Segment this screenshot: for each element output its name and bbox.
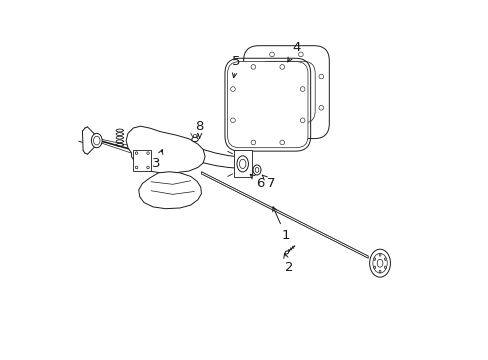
Ellipse shape <box>93 136 100 145</box>
Text: 4: 4 <box>287 41 300 62</box>
Ellipse shape <box>279 140 284 145</box>
Ellipse shape <box>230 87 235 91</box>
Ellipse shape <box>237 156 248 172</box>
Text: 7: 7 <box>262 175 275 190</box>
Ellipse shape <box>239 159 245 168</box>
Ellipse shape <box>91 134 102 148</box>
Text: 1: 1 <box>272 207 289 242</box>
Ellipse shape <box>135 166 138 169</box>
Ellipse shape <box>269 127 274 132</box>
Ellipse shape <box>230 118 235 123</box>
FancyBboxPatch shape <box>243 46 328 139</box>
Ellipse shape <box>373 258 375 260</box>
Ellipse shape <box>279 64 284 69</box>
Polygon shape <box>139 172 201 209</box>
Ellipse shape <box>300 87 305 91</box>
Text: 3: 3 <box>152 149 163 170</box>
Ellipse shape <box>378 270 380 273</box>
Ellipse shape <box>249 105 253 110</box>
Ellipse shape <box>372 253 386 273</box>
Text: 6: 6 <box>250 174 264 190</box>
Ellipse shape <box>384 258 386 260</box>
Ellipse shape <box>318 105 323 110</box>
Ellipse shape <box>298 127 303 132</box>
Ellipse shape <box>318 74 323 79</box>
Ellipse shape <box>285 251 288 254</box>
Ellipse shape <box>384 266 386 269</box>
Ellipse shape <box>298 52 303 57</box>
Ellipse shape <box>373 266 375 269</box>
Ellipse shape <box>269 52 274 57</box>
Ellipse shape <box>146 166 149 169</box>
Ellipse shape <box>369 249 389 277</box>
Polygon shape <box>133 149 151 171</box>
FancyBboxPatch shape <box>257 61 315 123</box>
Ellipse shape <box>376 259 382 267</box>
Ellipse shape <box>191 137 198 141</box>
Polygon shape <box>201 172 367 258</box>
Ellipse shape <box>255 167 258 172</box>
Ellipse shape <box>135 152 138 154</box>
Ellipse shape <box>146 152 149 154</box>
Ellipse shape <box>249 74 253 79</box>
Ellipse shape <box>300 118 305 123</box>
Polygon shape <box>233 150 251 177</box>
FancyBboxPatch shape <box>227 62 307 148</box>
Ellipse shape <box>250 64 255 69</box>
Ellipse shape <box>250 140 255 145</box>
Text: 5: 5 <box>232 55 241 78</box>
Text: 8: 8 <box>195 120 203 138</box>
Ellipse shape <box>253 165 261 175</box>
Polygon shape <box>126 126 204 173</box>
Ellipse shape <box>378 254 380 256</box>
Text: 2: 2 <box>283 253 293 274</box>
Ellipse shape <box>193 134 196 137</box>
